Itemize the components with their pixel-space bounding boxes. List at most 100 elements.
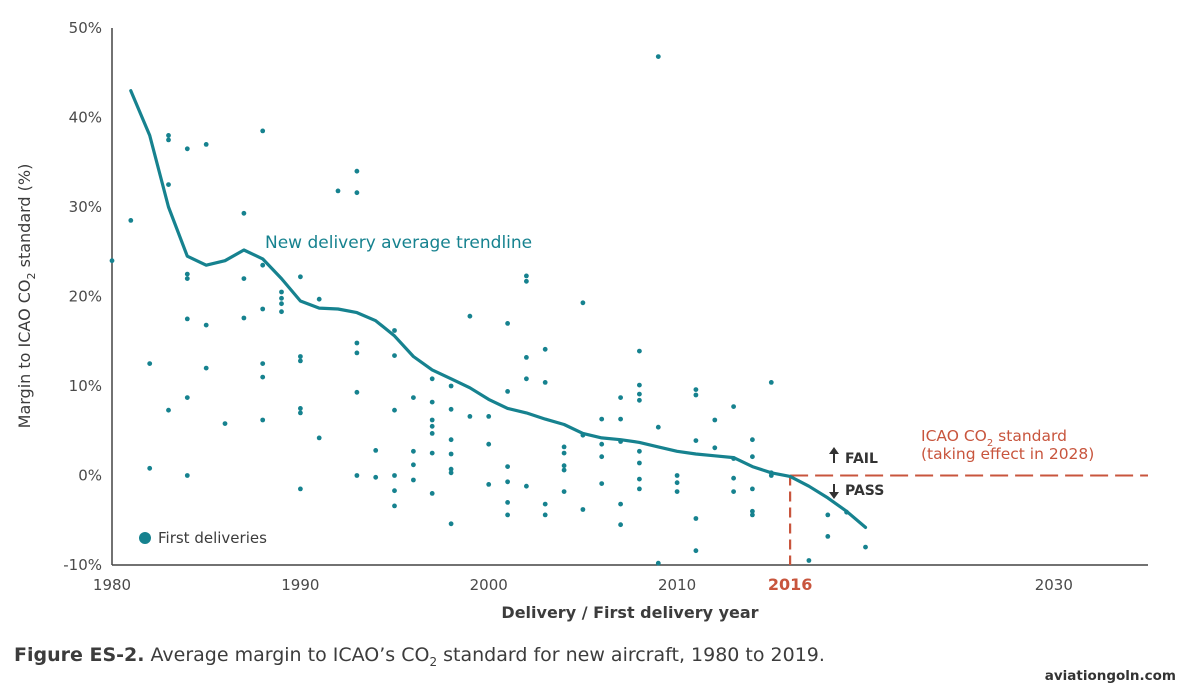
- data-point: [505, 500, 510, 505]
- data-point: [109, 258, 115, 264]
- data-point: [693, 387, 699, 392]
- pass-label: PASS: [845, 483, 884, 499]
- data-point: [147, 361, 153, 366]
- data-point: [392, 328, 397, 333]
- data-point: [599, 416, 605, 422]
- data-point: [184, 316, 190, 322]
- data-point: [429, 417, 435, 423]
- data-point: [392, 503, 397, 509]
- data-point: [429, 376, 435, 382]
- data-point: [298, 486, 303, 492]
- data-point: [674, 473, 680, 478]
- data-point: [693, 548, 699, 554]
- data-point: [128, 218, 134, 223]
- data-point: [354, 168, 360, 174]
- data-point: [147, 465, 153, 471]
- data-point: [693, 516, 699, 521]
- data-point: [750, 508, 755, 514]
- data-point: [260, 306, 266, 312]
- data-point: [203, 322, 209, 328]
- data-point: [731, 475, 736, 481]
- data-point: [316, 435, 322, 441]
- data-point: [561, 444, 567, 450]
- data-point: [524, 278, 529, 284]
- fail-label: FAIL: [845, 451, 878, 467]
- data-point: [750, 486, 755, 492]
- data-point: [222, 421, 228, 426]
- data-point: [411, 395, 416, 400]
- data-point: [637, 460, 642, 466]
- data-point: [655, 54, 661, 59]
- y-tick-label: -10%: [63, 556, 102, 574]
- data-point: [354, 340, 360, 346]
- data-point: [618, 522, 623, 528]
- data-point: [825, 512, 831, 518]
- data-point: [637, 397, 642, 403]
- caption-figure-number: Figure ES-2.: [14, 644, 145, 666]
- data-point: [392, 488, 397, 494]
- data-point: [486, 414, 492, 419]
- data-point: [279, 309, 284, 315]
- data-point: [241, 210, 247, 216]
- data-point: [241, 276, 247, 281]
- data-point: [298, 358, 303, 364]
- data-point: [712, 417, 718, 423]
- data-point: [184, 473, 190, 478]
- data-point: [580, 300, 586, 306]
- x-tick-label: 1980: [93, 576, 131, 594]
- trendline-label: New delivery average trendline: [265, 233, 532, 253]
- data-point: [561, 467, 567, 473]
- data-point: [448, 470, 454, 476]
- y-tick-labels: -10% 0% 10% 20% 30% 40% 50%: [63, 19, 102, 574]
- data-point: [448, 383, 454, 389]
- data-point: [184, 146, 190, 152]
- year-2016-label: 2016: [768, 575, 813, 594]
- y-tick-label: 10%: [69, 377, 102, 395]
- data-point: [712, 445, 718, 451]
- data-point: [203, 365, 209, 371]
- data-point: [373, 448, 379, 453]
- x-tick-label: 2030: [1035, 576, 1073, 594]
- data-point: [166, 182, 171, 188]
- data-point: [655, 560, 661, 566]
- data-point: [184, 276, 190, 281]
- data-point: [260, 417, 266, 423]
- data-point: [429, 431, 435, 436]
- data-point: [166, 407, 171, 413]
- data-point: [392, 473, 397, 478]
- chart: -10% 0% 10% 20% 30% 40% 50% 1980 1990 2000 2010 20…: [15, 19, 1148, 622]
- data-point: [731, 404, 736, 409]
- data-point: [448, 437, 454, 443]
- data-point: [599, 441, 605, 447]
- y-axis-title: Margin to ICAO CO2 standard (%): [15, 164, 38, 429]
- data-point: [411, 477, 416, 483]
- data-point: [316, 296, 322, 302]
- data-point: [354, 350, 360, 356]
- data-point: [354, 389, 360, 395]
- data-point: [524, 483, 529, 489]
- icao-standard-label-line2: (taking effect in 2028): [921, 445, 1094, 463]
- data-point: [768, 380, 774, 385]
- data-point: [448, 406, 454, 412]
- data-point: [429, 491, 435, 496]
- data-point: [561, 450, 567, 456]
- data-point: [542, 512, 548, 518]
- data-point: [467, 313, 473, 319]
- data-point: [542, 346, 548, 352]
- caption-text-pre: Average margin to ICAO’s CO: [144, 644, 430, 666]
- fail-arrow-icon: [829, 447, 839, 463]
- data-point: [505, 512, 510, 518]
- data-point: [561, 463, 567, 469]
- data-point: [335, 188, 341, 194]
- data-point: [693, 438, 699, 443]
- data-point: [505, 321, 510, 326]
- data-point: [542, 380, 548, 385]
- data-point: [354, 473, 360, 478]
- data-point: [354, 190, 360, 196]
- data-point: [166, 137, 171, 143]
- x-tick-labels: 1980 1990 2000 2010 2030: [93, 576, 1073, 594]
- data-point: [750, 437, 755, 443]
- caption-text-sub: 2: [429, 654, 438, 669]
- data-point: [863, 544, 868, 550]
- legend-marker: [139, 532, 151, 544]
